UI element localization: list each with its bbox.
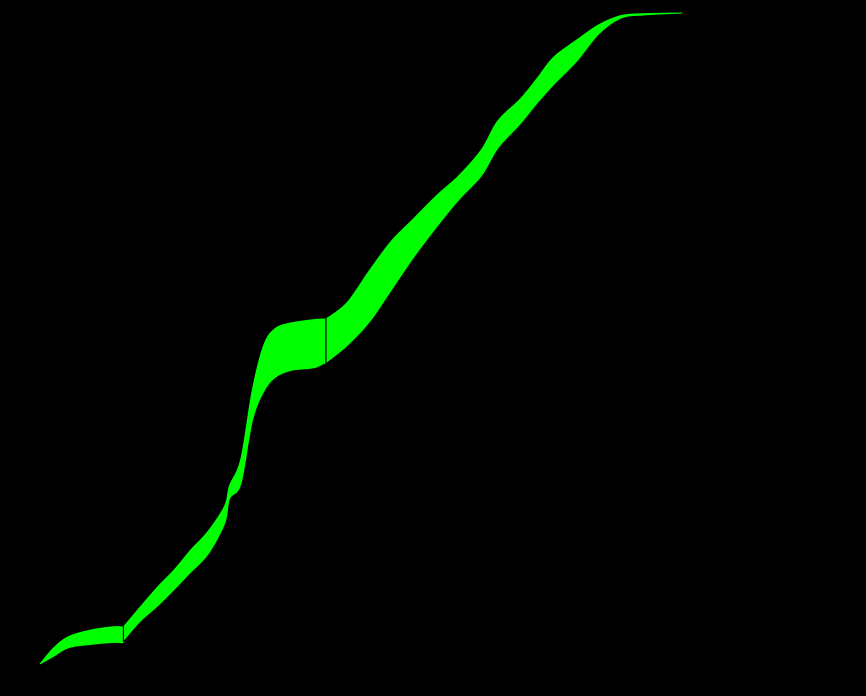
series-band-0 [39,12,683,665]
plot-area [39,12,683,665]
